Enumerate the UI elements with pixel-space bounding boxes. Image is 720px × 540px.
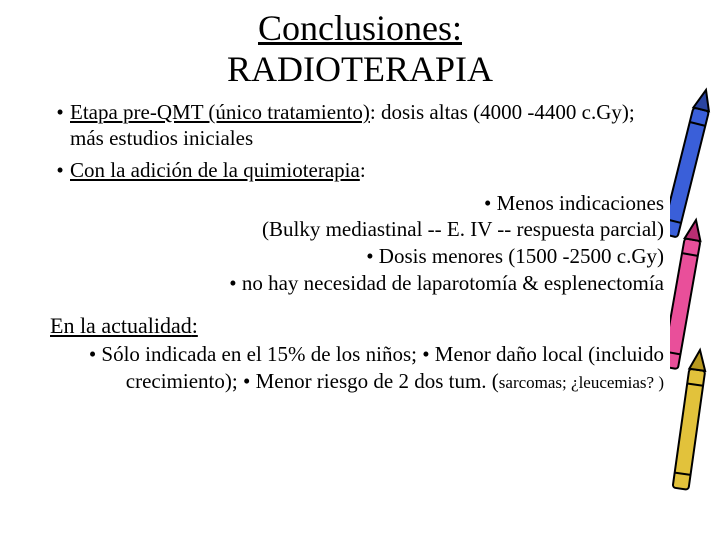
bullet-item-1: • Etapa pre-QMT (único tratamiento): dos… — [50, 99, 670, 152]
sub-block-1: • Menos indicaciones (Bulky mediastinal … — [50, 190, 670, 298]
bullet-mark-icon: • — [50, 157, 70, 183]
bullet-2-text: Con la adición de la quimioterapia: — [70, 157, 366, 183]
sub2-line1: • Sólo indicada en el 15% de los niños; — [89, 342, 417, 366]
sub1-line2: (Bulky mediastinal -- E. IV -- respuesta… — [50, 216, 664, 243]
section3-colon: : — [192, 313, 198, 338]
bullet-2-colon: : — [360, 158, 366, 182]
bullet-1-underlined: Etapa pre-QMT (único tratamiento) — [70, 100, 370, 124]
sub1-line1: • Menos indicaciones — [50, 190, 664, 217]
bullet-item-2: • Con la adición de la quimioterapia: — [50, 157, 670, 183]
title-line1: Conclusiones: — [258, 8, 462, 48]
sub2-l3a: • Menor riesgo de 2 dos tum. ( — [243, 369, 499, 393]
title-line2: RADIOTERAPIA — [227, 49, 493, 89]
sub2-l3b: sarcomas; ¿leucemias? ) — [499, 373, 664, 392]
section3-label: En la actualidad — [50, 313, 192, 338]
bullet-1-text: Etapa pre-QMT (único tratamiento): dosis… — [70, 99, 670, 152]
sub1-line3: • Dosis menores (1500 -2500 c.Gy) — [50, 243, 664, 270]
bullet-mark-icon: • — [50, 99, 70, 125]
bullet-2-underlined: Con la adición de la quimioterapia — [70, 158, 360, 182]
slide-title: Conclusiones: RADIOTERAPIA — [50, 8, 670, 91]
crayons-icon — [670, 80, 720, 500]
bullet-list: • Etapa pre-QMT (único tratamiento): dos… — [50, 99, 670, 184]
section3-title: En la actualidad: — [50, 313, 670, 339]
sub2-line3: • Menor riesgo de 2 dos tum. (sarcomas; … — [243, 369, 664, 393]
sub-block-2: • Sólo indicada en el 15% de los niños; … — [50, 341, 670, 395]
sub1-line4: • no hay necesidad de laparotomía & espl… — [50, 270, 664, 297]
slide: Conclusiones: RADIOTERAPIA • Etapa pre-Q… — [0, 0, 720, 540]
